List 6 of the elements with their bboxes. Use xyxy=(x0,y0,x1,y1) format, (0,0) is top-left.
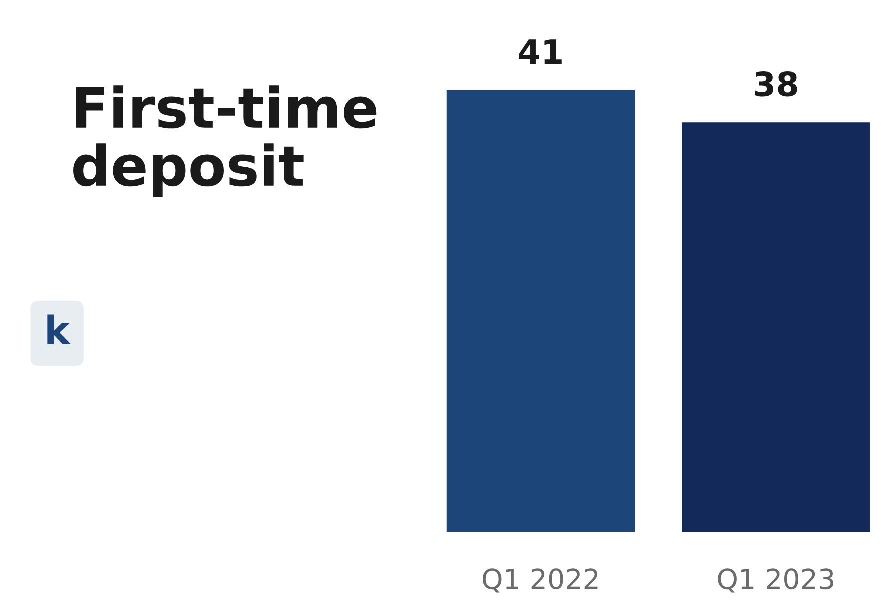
chart-title: First-time deposit xyxy=(74,86,377,198)
text: k xyxy=(48,314,71,344)
data-label: 41 xyxy=(519,40,562,64)
x-tick-label: Q1 2023 xyxy=(718,568,834,593)
data-label: 38 xyxy=(755,72,798,97)
x-tick-label: Q1 2022 xyxy=(482,568,598,593)
